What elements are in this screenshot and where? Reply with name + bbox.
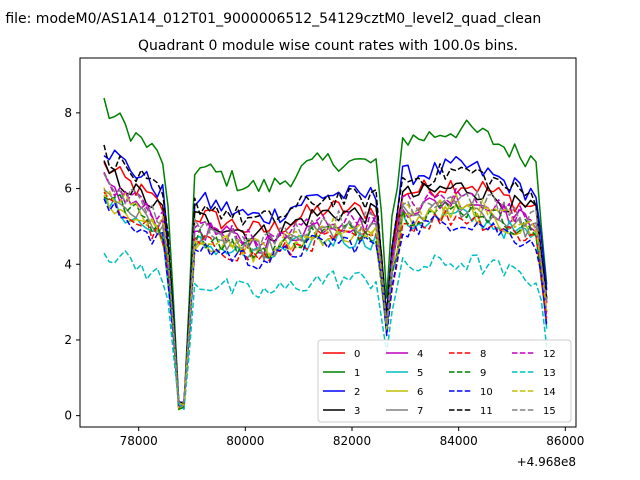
y-axis: 0 2 4 6 8 <box>64 106 80 423</box>
x-tick-label: 84000 <box>440 434 478 448</box>
legend-label-15: 15 <box>543 406 556 417</box>
series-line-15 <box>103 173 548 404</box>
legend-label-6: 6 <box>417 387 423 398</box>
x-tick-label: 80000 <box>226 434 264 448</box>
chart-suptitle: n file: modeM0/AS1A14_012T01_9000006512_… <box>0 11 541 27</box>
y-tick-label: 6 <box>64 182 72 196</box>
legend-label-14: 14 <box>543 387 556 398</box>
legend-label-3: 3 <box>354 406 360 417</box>
legend-label-11: 11 <box>480 406 493 417</box>
legend-label-7: 7 <box>417 406 423 417</box>
legend-label-0: 0 <box>354 349 360 360</box>
legend-label-12: 12 <box>543 349 556 360</box>
y-tick-label: 2 <box>64 333 72 347</box>
chart-title: Quadrant 0 module wise count rates with … <box>138 38 518 54</box>
y-tick-label: 8 <box>64 106 72 120</box>
legend-label-9: 9 <box>480 368 486 379</box>
axes-frame <box>79 57 577 428</box>
legend-label-10: 10 <box>480 387 493 398</box>
legend-label-1: 1 <box>354 368 360 379</box>
legend-label-4: 4 <box>417 349 423 360</box>
x-axis-offset-label: +4.968e8 <box>517 455 576 469</box>
x-tick-label: 82000 <box>333 434 371 448</box>
legend-label-13: 13 <box>543 368 556 379</box>
x-axis: 78000 80000 82000 84000 86000 <box>120 427 584 448</box>
legend-label-5: 5 <box>417 368 423 379</box>
legend-label-8: 8 <box>480 349 486 360</box>
y-tick-label: 0 <box>64 409 72 423</box>
y-tick-label: 4 <box>64 257 72 271</box>
legend-box <box>317 339 572 423</box>
x-tick-label: 78000 <box>120 434 158 448</box>
x-tick-label: 86000 <box>546 434 584 448</box>
legend-label-2: 2 <box>354 387 360 398</box>
series-line-11 <box>103 144 548 404</box>
plot-area <box>103 97 548 411</box>
